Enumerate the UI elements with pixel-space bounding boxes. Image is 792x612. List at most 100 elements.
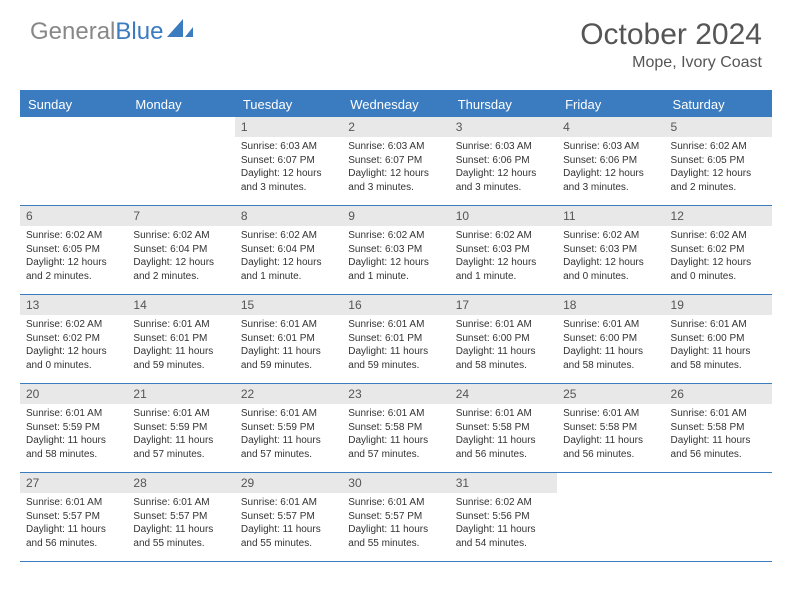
sunrise-text: Sunrise: 6:02 AM bbox=[563, 229, 658, 243]
day-cell: 1Sunrise: 6:03 AMSunset: 6:07 PMDaylight… bbox=[235, 117, 342, 205]
week-row: 27Sunrise: 6:01 AMSunset: 5:57 PMDayligh… bbox=[20, 473, 772, 562]
sunset-text: Sunset: 6:03 PM bbox=[563, 243, 658, 257]
day-body: Sunrise: 6:01 AMSunset: 5:58 PMDaylight:… bbox=[450, 404, 557, 465]
sunrise-text: Sunrise: 6:02 AM bbox=[456, 229, 551, 243]
day-number: 23 bbox=[342, 384, 449, 404]
sunrise-text: Sunrise: 6:01 AM bbox=[241, 318, 336, 332]
day-cell: 2Sunrise: 6:03 AMSunset: 6:07 PMDaylight… bbox=[342, 117, 449, 205]
week-row: 13Sunrise: 6:02 AMSunset: 6:02 PMDayligh… bbox=[20, 295, 772, 384]
day-number: 20 bbox=[20, 384, 127, 404]
day-body: Sunrise: 6:01 AMSunset: 5:59 PMDaylight:… bbox=[235, 404, 342, 465]
day-number: 18 bbox=[557, 295, 664, 315]
day-cell: 13Sunrise: 6:02 AMSunset: 6:02 PMDayligh… bbox=[20, 295, 127, 383]
sunrise-text: Sunrise: 6:03 AM bbox=[348, 140, 443, 154]
sunset-text: Sunset: 5:59 PM bbox=[133, 421, 228, 435]
day-body: Sunrise: 6:01 AMSunset: 6:00 PMDaylight:… bbox=[665, 315, 772, 376]
day-number: 14 bbox=[127, 295, 234, 315]
day-cell: 3Sunrise: 6:03 AMSunset: 6:06 PMDaylight… bbox=[450, 117, 557, 205]
day-body: Sunrise: 6:01 AMSunset: 6:01 PMDaylight:… bbox=[342, 315, 449, 376]
day-cell: 21 Sunrise: 6:01 AMSunset: 5:59 PMDayligh… bbox=[127, 384, 234, 472]
sunset-text: Sunset: 6:02 PM bbox=[26, 332, 121, 346]
day-number: 21 bbox=[127, 384, 234, 404]
day-cell bbox=[20, 117, 127, 205]
sunrise-text: Sunrise: 6:01 AM bbox=[563, 318, 658, 332]
sunset-text: Sunset: 6:06 PM bbox=[456, 154, 551, 168]
day-body: Sunrise: 6:01 AMSunset: 6:00 PMDaylight:… bbox=[450, 315, 557, 376]
logo: GeneralBlue bbox=[30, 18, 193, 46]
day-cell: 9Sunrise: 6:02 AMSunset: 6:03 PMDaylight… bbox=[342, 206, 449, 294]
sunset-text: Sunset: 6:00 PM bbox=[456, 332, 551, 346]
day-body: Sunrise: 6:01 AMSunset: 5:57 PMDaylight:… bbox=[342, 493, 449, 554]
sunrise-text: Sunrise: 6:02 AM bbox=[456, 496, 551, 510]
sunset-text: Sunset: 5:58 PM bbox=[456, 421, 551, 435]
dayheader-sat: Saturday bbox=[665, 92, 772, 117]
day-body: Sunrise: 6:02 AMSunset: 6:02 PMDaylight:… bbox=[665, 226, 772, 287]
day-cell: 14Sunrise: 6:01 AMSunset: 6:01 PMDayligh… bbox=[127, 295, 234, 383]
day-cell: 30Sunrise: 6:01 AMSunset: 5:57 PMDayligh… bbox=[342, 473, 449, 561]
daylight-text: Daylight: 11 hours and 56 minutes. bbox=[26, 523, 121, 550]
day-body: Sunrise: 6:01 AMSunset: 6:01 PMDaylight:… bbox=[235, 315, 342, 376]
day-cell: 15Sunrise: 6:01 AMSunset: 6:01 PMDayligh… bbox=[235, 295, 342, 383]
day-body: Sunrise: 6:02 AMSunset: 6:03 PMDaylight:… bbox=[557, 226, 664, 287]
daylight-text: Daylight: 11 hours and 58 minutes. bbox=[671, 345, 766, 372]
sunrise-text: Sunrise: 6:02 AM bbox=[26, 318, 121, 332]
daylight-text: Daylight: 12 hours and 3 minutes. bbox=[456, 167, 551, 194]
day-body: Sunrise: 6:01 AMSunset: 6:01 PMDaylight:… bbox=[127, 315, 234, 376]
daylight-text: Daylight: 11 hours and 55 minutes. bbox=[133, 523, 228, 550]
daylight-text: Daylight: 12 hours and 2 minutes. bbox=[133, 256, 228, 283]
sunrise-text: Sunrise: 6:01 AM bbox=[348, 407, 443, 421]
day-body: Sunrise: 6:02 AMSunset: 6:04 PMDaylight:… bbox=[235, 226, 342, 287]
day-number: 9 bbox=[342, 206, 449, 226]
day-cell: 22Sunrise: 6:01 AMSunset: 5:59 PMDayligh… bbox=[235, 384, 342, 472]
day-body: Sunrise: 6:02 AMSunset: 6:04 PMDaylight:… bbox=[127, 226, 234, 287]
sunrise-text: Sunrise: 6:01 AM bbox=[133, 496, 228, 510]
day-number: 17 bbox=[450, 295, 557, 315]
sunrise-text: Sunrise: 6:03 AM bbox=[456, 140, 551, 154]
day-body: Sunrise: 6:03 AMSunset: 6:06 PMDaylight:… bbox=[450, 137, 557, 198]
sunrise-text: Sunrise: 6:02 AM bbox=[133, 229, 228, 243]
sunset-text: Sunset: 5:58 PM bbox=[348, 421, 443, 435]
sunrise-text: Sunrise: 6:01 AM bbox=[26, 407, 121, 421]
day-cell: 26Sunrise: 6:01 AMSunset: 5:58 PMDayligh… bbox=[665, 384, 772, 472]
day-cell: 16Sunrise: 6:01 AMSunset: 6:01 PMDayligh… bbox=[342, 295, 449, 383]
sunset-text: Sunset: 6:01 PM bbox=[133, 332, 228, 346]
day-number: 25 bbox=[557, 384, 664, 404]
day-body: Sunrise: 6:03 AMSunset: 6:07 PMDaylight:… bbox=[235, 137, 342, 198]
day-body: Sunrise: 6:03 AMSunset: 6:06 PMDaylight:… bbox=[557, 137, 664, 198]
sunrise-text: Sunrise: 6:03 AM bbox=[563, 140, 658, 154]
sunrise-text: Sunrise: 6:01 AM bbox=[133, 318, 228, 332]
sunrise-text: Sunrise: 6:01 AM bbox=[133, 407, 228, 421]
day-number: 24 bbox=[450, 384, 557, 404]
daylight-text: Daylight: 12 hours and 3 minutes. bbox=[241, 167, 336, 194]
sunrise-text: Sunrise: 6:01 AM bbox=[348, 496, 443, 510]
day-cell: 11Sunrise: 6:02 AMSunset: 6:03 PMDayligh… bbox=[557, 206, 664, 294]
sunrise-text: Sunrise: 6:01 AM bbox=[456, 407, 551, 421]
sunrise-text: Sunrise: 6:02 AM bbox=[671, 140, 766, 154]
day-cell bbox=[127, 117, 234, 205]
day-cell: 31Sunrise: 6:02 AMSunset: 5:56 PMDayligh… bbox=[450, 473, 557, 561]
location: Mope, Ivory Coast bbox=[580, 54, 762, 72]
day-body: Sunrise: 6:01 AMSunset: 5:59 PMDaylight:… bbox=[20, 404, 127, 465]
day-body: Sunrise: 6:01 AMSunset: 5:57 PMDaylight:… bbox=[20, 493, 127, 554]
daylight-text: Daylight: 11 hours and 57 minutes. bbox=[133, 434, 228, 461]
calendar: Sunday Monday Tuesday Wednesday Thursday… bbox=[20, 90, 772, 562]
day-cell: 8Sunrise: 6:02 AMSunset: 6:04 PMDaylight… bbox=[235, 206, 342, 294]
day-number: 26 bbox=[665, 384, 772, 404]
day-body: Sunrise: 6:02 AMSunset: 6:05 PMDaylight:… bbox=[665, 137, 772, 198]
title-block: October 2024 Mope, Ivory Coast bbox=[580, 18, 762, 72]
sunset-text: Sunset: 6:07 PM bbox=[241, 154, 336, 168]
day-cell: 12Sunrise: 6:02 AMSunset: 6:02 PMDayligh… bbox=[665, 206, 772, 294]
day-cell: 27Sunrise: 6:01 AMSunset: 5:57 PMDayligh… bbox=[20, 473, 127, 561]
day-body: Sunrise: 6:02 AMSunset: 6:03 PMDaylight:… bbox=[342, 226, 449, 287]
day-cell: 18Sunrise: 6:01 AMSunset: 6:00 PMDayligh… bbox=[557, 295, 664, 383]
sunset-text: Sunset: 5:59 PM bbox=[241, 421, 336, 435]
day-cell: 4Sunrise: 6:03 AMSunset: 6:06 PMDaylight… bbox=[557, 117, 664, 205]
week-row: 1Sunrise: 6:03 AMSunset: 6:07 PMDaylight… bbox=[20, 117, 772, 206]
sunset-text: Sunset: 5:59 PM bbox=[26, 421, 121, 435]
daylight-text: Daylight: 11 hours and 56 minutes. bbox=[563, 434, 658, 461]
sunrise-text: Sunrise: 6:01 AM bbox=[26, 496, 121, 510]
sunset-text: Sunset: 6:01 PM bbox=[348, 332, 443, 346]
day-cell: 6Sunrise: 6:02 AMSunset: 6:05 PMDaylight… bbox=[20, 206, 127, 294]
daylight-text: Daylight: 11 hours and 57 minutes. bbox=[348, 434, 443, 461]
day-number: 28 bbox=[127, 473, 234, 493]
